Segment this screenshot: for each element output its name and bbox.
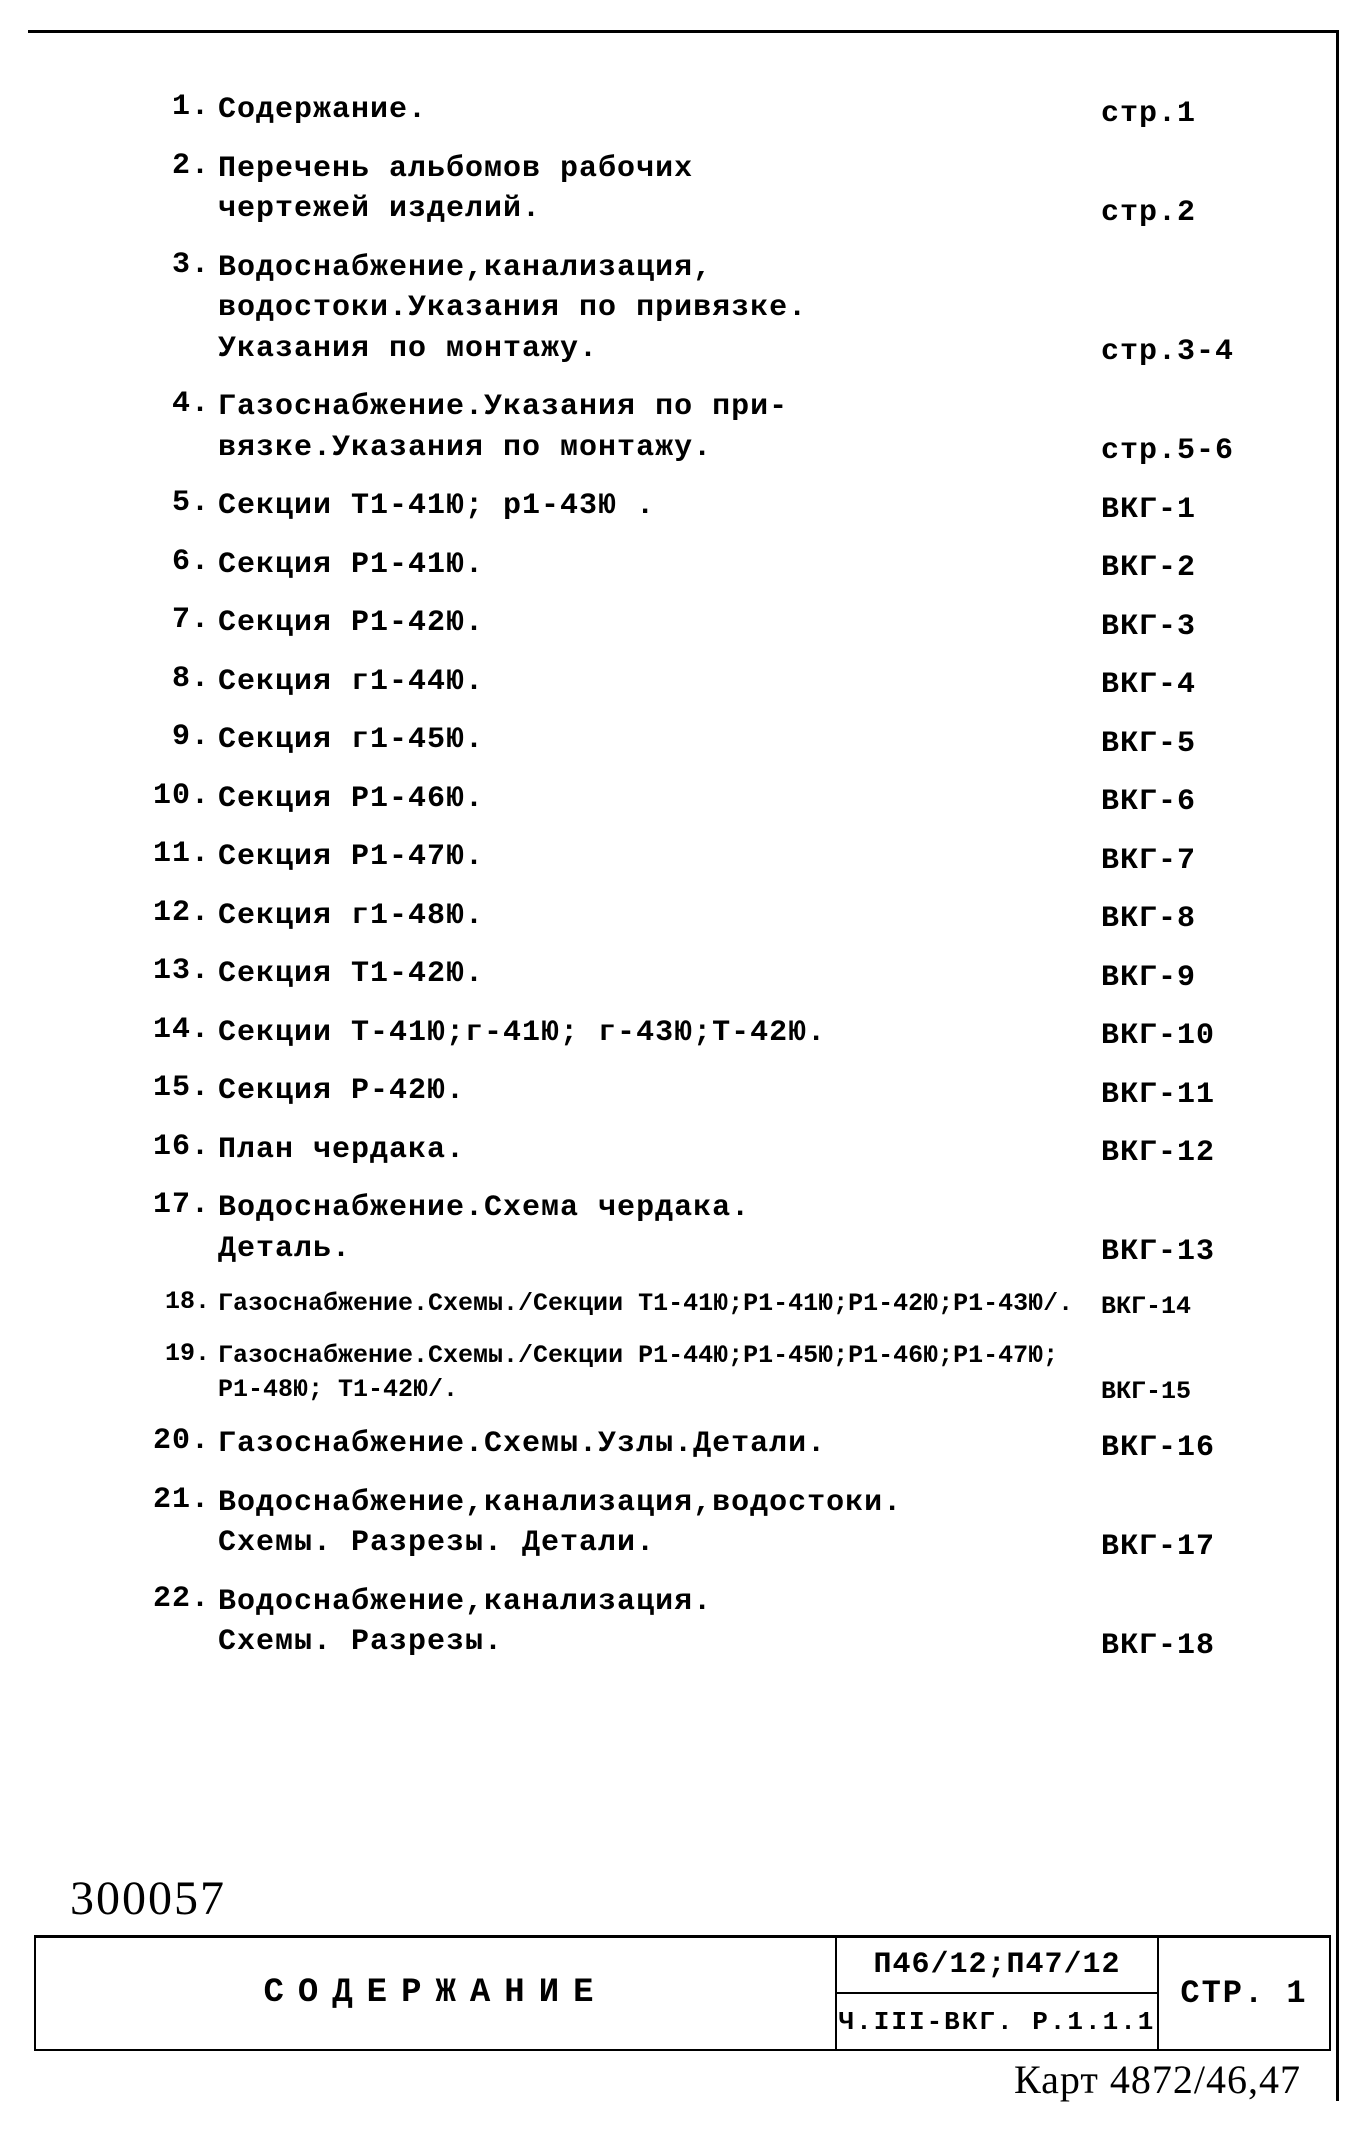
toc-row: 16.План чердака.ВКГ-12: [140, 1130, 1271, 1171]
toc-number: 14.: [140, 1013, 218, 1047]
toc-number: 1.: [140, 90, 218, 124]
toc-pageref: стр.5-6: [1101, 434, 1271, 468]
toc-description: Содержание.: [218, 90, 1101, 131]
toc-number: 22.: [140, 1582, 218, 1616]
toc-row: 5.Секции Т1-41Ю; р1-43Ю .ВКГ-1: [140, 486, 1271, 527]
toc-pageref: ВКГ-5: [1101, 727, 1271, 761]
toc-number: 8.: [140, 662, 218, 696]
toc-description: Газоснабжение.Указания по при- вязке.Ука…: [218, 387, 1101, 468]
toc-pageref: ВКГ-17: [1101, 1530, 1271, 1564]
toc-row: 18.Газоснабжение.Схемы./Секции Т1-41Ю;Р1…: [140, 1287, 1271, 1321]
toc-description: План чердака.: [218, 1130, 1101, 1171]
toc-pageref: ВКГ-12: [1101, 1136, 1271, 1170]
toc-description: Перечень альбомов рабочих чертежей издел…: [218, 149, 1101, 230]
titleblock-title: СОДЕРЖАНИЕ: [36, 1937, 835, 2049]
titleblock-codes: П46/12;П47/12 Ч.III-ВКГ. Р.1.1.1: [835, 1937, 1157, 2049]
toc-description: Водоснабжение,канализация. Схемы. Разрез…: [218, 1582, 1101, 1663]
toc-pageref: ВКГ-11: [1101, 1078, 1271, 1112]
toc-description: Секция Р1-42Ю.: [218, 603, 1101, 644]
toc-pageref: ВКГ-16: [1101, 1431, 1271, 1465]
toc-pageref: стр.2: [1101, 196, 1271, 230]
toc-description: Газоснабжение.Схемы./Секции Т1-41Ю;Р1-41…: [218, 1287, 1101, 1321]
toc-row: 8.Секция г1-44Ю.ВКГ-4: [140, 662, 1271, 703]
toc-number: 20.: [140, 1424, 218, 1458]
toc-number: 10.: [140, 779, 218, 813]
toc-row: 20.Газоснабжение.Схемы.Узлы.Детали.ВКГ-1…: [140, 1424, 1271, 1465]
titleblock-page: СТР. 1: [1157, 1937, 1329, 2049]
toc-description: Секция Р1-41Ю.: [218, 545, 1101, 586]
toc-row: 7.Секция Р1-42Ю.ВКГ-3: [140, 603, 1271, 644]
toc-row: 2.Перечень альбомов рабочих чертежей изд…: [140, 149, 1271, 230]
inventory-number: 300057: [70, 1871, 226, 1926]
toc-row: 3.Водоснабжение,канализация, водостоки.У…: [140, 248, 1271, 370]
toc-pageref: ВКГ-4: [1101, 668, 1271, 702]
toc-description: Секция г1-48Ю.: [218, 896, 1101, 937]
toc-number: 15.: [140, 1071, 218, 1105]
toc-description: Газоснабжение.Схемы./Секции Р1-44Ю;Р1-45…: [218, 1339, 1101, 1407]
toc-row: 10.Секция Р1-46Ю.ВКГ-6: [140, 779, 1271, 820]
toc-pageref: ВКГ-18: [1101, 1629, 1271, 1663]
toc-row: 17.Водоснабжение.Схема чердака. Деталь.В…: [140, 1188, 1271, 1269]
toc-row: 12.Секция г1-48Ю.ВКГ-8: [140, 896, 1271, 937]
toc-description: Газоснабжение.Схемы.Узлы.Детали.: [218, 1424, 1101, 1465]
toc-description: Секция Р1-46Ю.: [218, 779, 1101, 820]
toc-pageref: ВКГ-1: [1101, 493, 1271, 527]
toc-description: Водоснабжение.Схема чердака. Деталь.: [218, 1188, 1101, 1269]
toc-pageref: ВКГ-13: [1101, 1235, 1271, 1269]
toc-number: 6.: [140, 545, 218, 579]
toc-pageref: ВКГ-3: [1101, 610, 1271, 644]
toc-number: 17.: [140, 1188, 218, 1222]
title-block: СОДЕРЖАНИЕ П46/12;П47/12 Ч.III-ВКГ. Р.1.…: [34, 1935, 1331, 2051]
toc-description: Секция г1-45Ю.: [218, 720, 1101, 761]
toc-number: 12.: [140, 896, 218, 930]
toc-number: 21.: [140, 1483, 218, 1517]
toc-row: 13.Секция Т1-42Ю.ВКГ-9: [140, 954, 1271, 995]
toc-number: 5.: [140, 486, 218, 520]
toc-pageref: ВКГ-2: [1101, 551, 1271, 585]
table-of-contents: 1.Содержание.стр.1 2.Перечень альбомов ра…: [140, 90, 1271, 1681]
toc-number: 16.: [140, 1130, 218, 1164]
toc-row: 22.Водоснабжение,канализация. Схемы. Раз…: [140, 1582, 1271, 1663]
toc-description: Водоснабжение,канализация,водостоки. Схе…: [218, 1483, 1101, 1564]
toc-pageref: стр.3-4: [1101, 335, 1271, 369]
toc-row: 1.Содержание.стр.1: [140, 90, 1271, 131]
document-page: 1.Содержание.стр.1 2.Перечень альбомов ра…: [0, 0, 1361, 2131]
toc-row: 14.Секции Т-41Ю;г-41Ю; г-43Ю;Т-42Ю.ВКГ-1…: [140, 1013, 1271, 1054]
toc-row: 11.Секция Р1-47Ю.ВКГ-7: [140, 837, 1271, 878]
toc-description: Секция Р-42Ю.: [218, 1071, 1101, 1112]
toc-description: Водоснабжение,канализация, водостоки.Ука…: [218, 248, 1101, 370]
toc-row: 9.Секция г1-45Ю.ВКГ-5: [140, 720, 1271, 761]
toc-description: Секция г1-44Ю.: [218, 662, 1101, 703]
toc-pageref: стр.1: [1101, 97, 1271, 131]
toc-number: 11.: [140, 837, 218, 871]
toc-pageref: ВКГ-15: [1101, 1377, 1271, 1406]
toc-row: 6.Секция Р1-41Ю.ВКГ-2: [140, 545, 1271, 586]
toc-pageref: ВКГ-6: [1101, 785, 1271, 819]
toc-pageref: ВКГ-14: [1101, 1292, 1271, 1321]
toc-pageref: ВКГ-10: [1101, 1019, 1271, 1053]
toc-number: 3.: [140, 248, 218, 282]
toc-number: 13.: [140, 954, 218, 988]
toc-pageref: ВКГ-7: [1101, 844, 1271, 878]
titleblock-code-top: П46/12;П47/12: [837, 1937, 1157, 1994]
titleblock-code-bottom: Ч.III-ВКГ. Р.1.1.1: [837, 1994, 1157, 2049]
toc-row: 19.Газоснабжение.Схемы./Секции Р1-44Ю;Р1…: [140, 1339, 1271, 1407]
toc-number: 2.: [140, 149, 218, 183]
toc-row: 21.Водоснабжение,канализация,водостоки. …: [140, 1483, 1271, 1564]
toc-pageref: ВКГ-9: [1101, 961, 1271, 995]
handwritten-note: Карт 4872/46,47: [1014, 2056, 1301, 2103]
toc-number: 18.: [140, 1287, 218, 1316]
toc-description: Секция Т1-42Ю.: [218, 954, 1101, 995]
toc-pageref: ВКГ-8: [1101, 902, 1271, 936]
toc-number: 4.: [140, 387, 218, 421]
toc-description: Секции Т1-41Ю; р1-43Ю .: [218, 486, 1101, 527]
toc-row: 15.Секция Р-42Ю.ВКГ-11: [140, 1071, 1271, 1112]
toc-row: 4.Газоснабжение.Указания по при- вязке.У…: [140, 387, 1271, 468]
toc-number: 7.: [140, 603, 218, 637]
toc-description: Секция Р1-47Ю.: [218, 837, 1101, 878]
toc-number: 19.: [140, 1339, 218, 1368]
toc-description: Секции Т-41Ю;г-41Ю; г-43Ю;Т-42Ю.: [218, 1013, 1101, 1054]
toc-number: 9.: [140, 720, 218, 754]
